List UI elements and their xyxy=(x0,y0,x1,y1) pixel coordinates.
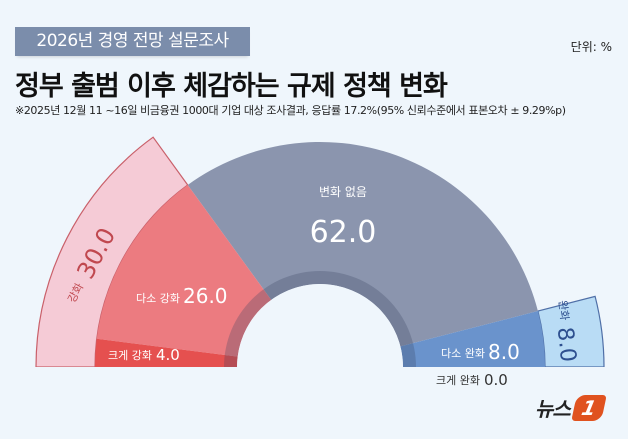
survey-badge: 2026년 경영 전망 설문조사 xyxy=(15,27,250,56)
label-no-change: 변화 없음 xyxy=(319,185,367,199)
segment-some-tighten xyxy=(96,185,272,357)
label-strong-tighten: 크게 강화 xyxy=(108,349,152,362)
logo-mark-icon: 1 xyxy=(571,394,607,421)
survey-note: ※2025년 12월 11 ~16일 비금융권 1000대 기업 대상 조사결과… xyxy=(15,104,566,117)
value-some-ease: 8.0 xyxy=(488,340,520,364)
label-some-ease: 다소 완화 xyxy=(441,347,485,360)
news1-logo: 뉴스 1 xyxy=(535,393,607,422)
value-strong-ease: 0.0 xyxy=(484,371,508,389)
inner-ring xyxy=(224,271,416,367)
value-strong-tighten: 4.0 xyxy=(156,346,180,364)
value-no-change: 62.0 xyxy=(310,215,377,250)
label-strong-ease: 크게 완화 xyxy=(436,374,480,387)
logo-text: 뉴스 xyxy=(535,397,571,421)
segment-no-change xyxy=(187,142,538,347)
segment-strong-tighten xyxy=(95,338,238,367)
center-hole xyxy=(237,284,403,367)
segment-some-ease xyxy=(400,311,545,367)
value-ease-total: 8.0 xyxy=(552,326,581,363)
value-some-tighten: 26.0 xyxy=(183,284,228,308)
label-ease-total: 완화 xyxy=(556,300,571,321)
unit-label: 단위: % xyxy=(570,40,612,54)
chart-title: 정부 출범 이후 체감하는 규제 정책 변화 xyxy=(15,71,448,102)
label-some-tighten: 다소 강화 xyxy=(136,292,180,305)
